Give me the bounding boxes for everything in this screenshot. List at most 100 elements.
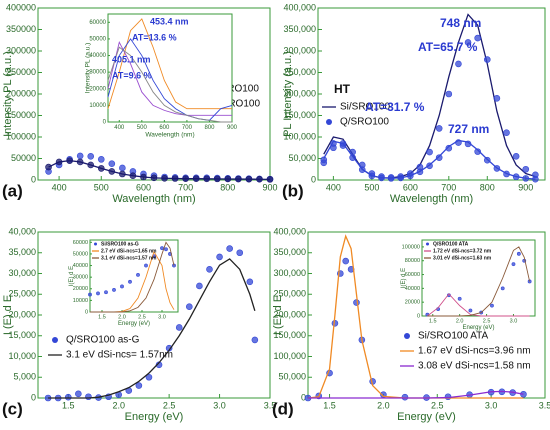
y-tick-label: 400000 [6, 2, 36, 12]
plot-frame [107, 13, 233, 123]
legend-label: 1.72 eV dSi-ncs=3.72 nm [433, 248, 492, 254]
y-tick-label: 50000 [89, 37, 106, 43]
data-point [532, 175, 539, 183]
y-axis-label: I(E) d E [69, 266, 75, 286]
data-point [397, 174, 405, 182]
series-line [107, 38, 233, 121]
legend-label: 3.1 eV dSi-ncs= 1.57nm [66, 350, 173, 361]
series-line [308, 390, 524, 399]
legend-title: HT [334, 82, 351, 96]
series-line [307, 234, 524, 399]
x-tick-label: 500 [94, 182, 109, 192]
x-axis-label: Wavelength (nm) [390, 193, 473, 205]
y-tick-label: 20000 [73, 286, 88, 292]
x-tick-label: 700 [441, 182, 456, 192]
data-point [85, 393, 92, 401]
x-tick-label: 2.0 [377, 400, 390, 410]
data-point [213, 175, 221, 183]
x-tick-label: 800 [480, 182, 495, 192]
data-point [522, 165, 530, 173]
data-point [407, 172, 414, 180]
x-tick-label: 500 [364, 182, 379, 192]
y-tick-label: 35,000 [8, 247, 36, 257]
data-point [164, 247, 168, 252]
inset-background [108, 14, 232, 122]
annotation: 748 nm [440, 16, 481, 30]
y-axis-label: I (E) d E [272, 295, 284, 335]
data-point [136, 272, 140, 277]
data-point [330, 140, 337, 147]
x-tick-label: 3.0 [213, 400, 226, 410]
x-tick-label: 3.0 [158, 314, 166, 320]
y-tick-label: 30000 [89, 70, 106, 76]
annotation: 405.1 nm [112, 54, 151, 64]
x-tick-label: 1.5 [62, 400, 75, 410]
y-tick-label: 30,000 [8, 268, 36, 278]
series-line [107, 18, 232, 110]
y-tick-label: 20,000 [8, 309, 36, 319]
y-axis-label: I (E) d E [2, 295, 14, 335]
x-axis-label: Energy (eV) [462, 325, 494, 331]
data-point [503, 170, 510, 178]
x-tick-label: 2.5 [163, 400, 176, 410]
data-point [236, 249, 244, 257]
x-axis-label: Energy (eV) [397, 411, 456, 423]
y-tick-label: 200,000 [283, 88, 316, 98]
x-tick-label: 700 [178, 182, 193, 192]
legend-label: 1.67 eV dSi-ncs=3.96 nm [418, 346, 531, 357]
legend-marker [326, 119, 332, 125]
data-point [171, 175, 179, 182]
legend-marker [404, 333, 410, 339]
panel-label: (a) [2, 181, 23, 200]
data-point [161, 174, 168, 182]
data-point [387, 175, 395, 182]
y-tick-label: 300,000 [273, 268, 306, 278]
y-axis-label: Intensity PL (a.u.) [2, 51, 14, 137]
plot-frame [89, 239, 179, 313]
y-tick-label: 50,000 [288, 153, 316, 163]
data-point [66, 157, 73, 164]
y-tick-label: 20000 [405, 300, 420, 306]
data-point [353, 299, 360, 306]
data-point [192, 175, 200, 183]
y-tick-label: 5,000 [13, 372, 36, 382]
data-point [522, 175, 530, 182]
y-tick-label: 40000 [73, 263, 88, 269]
x-tick-label: 800 [220, 182, 235, 192]
legend-label: Q/SRO100 as-G [66, 335, 140, 346]
data-point [490, 303, 494, 308]
y-tick-label: 300000 [6, 45, 36, 55]
y-tick-label: 30000 [73, 275, 88, 281]
data-point [87, 153, 95, 160]
inset-background [422, 240, 535, 316]
x-tick-label: 2.0 [112, 400, 125, 410]
data-point [87, 161, 95, 169]
data-point [349, 154, 356, 161]
data-point [120, 284, 124, 289]
y-tick-label: 40000 [405, 286, 420, 292]
y-tick-label: 60000 [405, 272, 420, 278]
x-tick-label: 2.5 [483, 318, 491, 324]
y-tick-label: 150,000 [283, 110, 316, 120]
series-line [427, 293, 530, 317]
legend-marker [94, 242, 97, 246]
data-point [144, 263, 148, 268]
data-point [339, 142, 347, 149]
x-tick-label: 400 [114, 125, 125, 131]
annotation: 727 nm [448, 122, 489, 136]
y-tick-label: 400,000 [273, 226, 306, 236]
legend-label: Q/SRO100 ATA [433, 241, 469, 247]
y-tick-label: 350000 [6, 24, 36, 34]
x-tick-label: 600 [159, 125, 170, 131]
data-point [256, 175, 263, 183]
y-tick-label: 25,000 [8, 289, 36, 299]
data-point [358, 166, 366, 173]
y-axis-label: I(E) d E [401, 268, 407, 288]
data-point [175, 324, 183, 331]
y-tick-label: 400,000 [283, 2, 316, 12]
y-tick-label: 0 [311, 174, 316, 184]
x-tick-label: 400 [326, 182, 341, 192]
y-tick-label: 20000 [89, 86, 106, 92]
series-line [427, 246, 531, 317]
